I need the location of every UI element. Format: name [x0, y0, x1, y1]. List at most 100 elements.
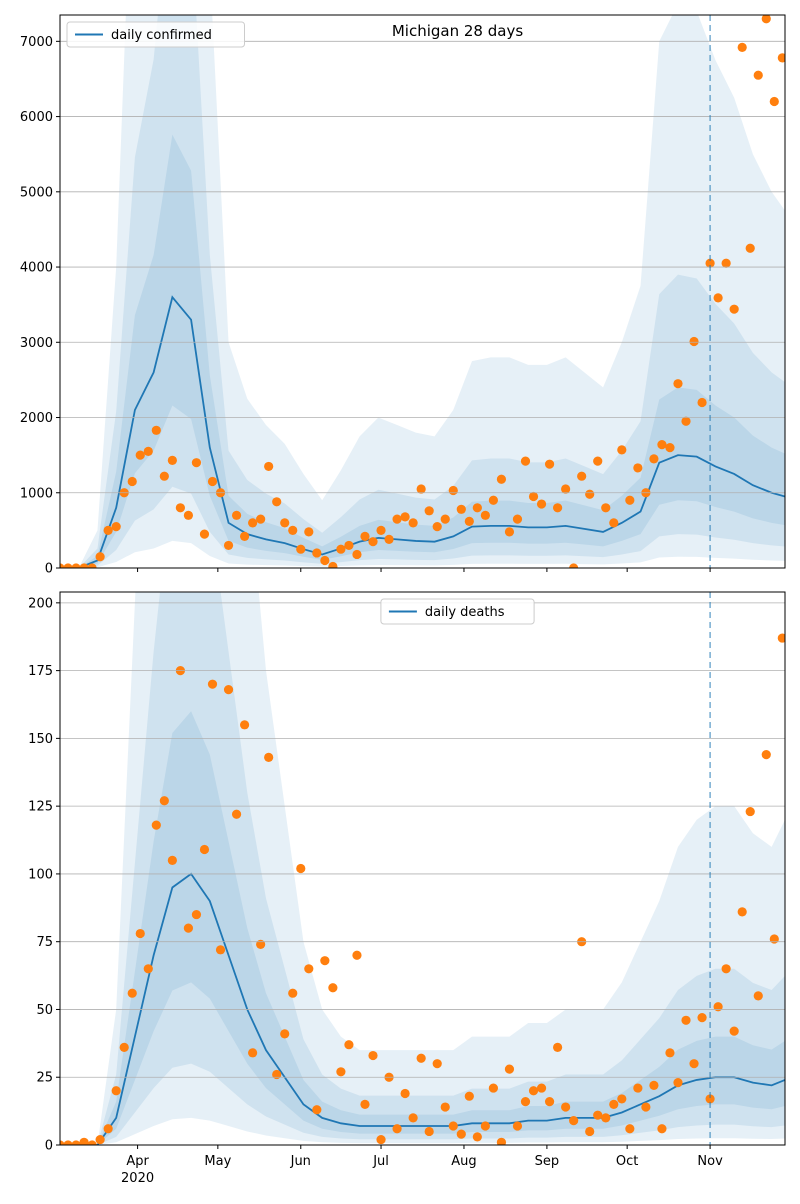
observed-point [544, 459, 555, 469]
observed-point [761, 15, 771, 24]
axes-frame [59, 14, 786, 569]
observed-point [512, 1121, 523, 1131]
observed-point [336, 1067, 346, 1077]
y-tick-label: 2000 [20, 411, 53, 426]
observed-point [159, 796, 169, 806]
band [60, 592, 785, 1145]
observed-point [753, 70, 763, 80]
observed-point [504, 527, 515, 537]
observed-point [745, 243, 755, 253]
observed-point [689, 1059, 699, 1069]
observed-point [737, 42, 747, 52]
observed-point [320, 555, 330, 566]
observed-point [336, 544, 346, 554]
observed-point [312, 1105, 322, 1115]
observed-point [296, 863, 306, 874]
observed-point [111, 1086, 121, 1096]
axes-frame [59, 591, 786, 1146]
observed-point [665, 443, 675, 453]
observed-point [416, 1053, 426, 1063]
legend-label: daily confirmed [111, 28, 212, 43]
observed-point [111, 522, 121, 532]
chart-title: Michigan 28 days [392, 22, 523, 40]
observed-point [432, 1059, 442, 1069]
observed-point [288, 525, 298, 535]
observed-point [392, 1124, 402, 1134]
y-tick-label: 1000 [20, 486, 53, 501]
legend-box [66, 21, 245, 48]
observed-point [713, 293, 723, 303]
observed-point [328, 561, 338, 568]
observed-point [103, 525, 113, 535]
observed-point [673, 379, 683, 389]
observed-point [472, 503, 482, 513]
observed-point [617, 1094, 627, 1104]
observed-point [536, 1083, 547, 1093]
observed-point [360, 1099, 370, 1109]
observed-point [239, 720, 250, 730]
observed-point [697, 397, 707, 408]
observed-point [368, 537, 378, 547]
observed-point [769, 934, 779, 944]
observed-point [143, 446, 153, 456]
y-tick-label: 175 [28, 664, 53, 679]
y-tick-label: 0 [45, 1139, 53, 1154]
observed-point [71, 1140, 81, 1145]
observed-point [673, 1078, 683, 1088]
observed-point [95, 552, 105, 562]
observed-point [633, 463, 643, 473]
observed-point [352, 549, 362, 560]
observed-point [264, 752, 274, 762]
x-tick-label: Apr [126, 1154, 149, 1169]
observed-point [729, 304, 739, 314]
observed-point [520, 456, 531, 466]
observed-point [360, 531, 370, 542]
observed-point [159, 471, 169, 481]
observed-point [561, 484, 571, 494]
y-tick-label: 6000 [20, 110, 53, 125]
observed-point [312, 548, 322, 558]
series-line [60, 872, 785, 1145]
x-tick-label: Sep [535, 1154, 560, 1169]
observed-point [617, 445, 627, 455]
observed-point [344, 540, 354, 551]
y-tick-label: 7000 [20, 35, 53, 50]
observed-point [649, 454, 659, 464]
observed-point [207, 476, 218, 487]
observed-point [207, 679, 218, 689]
observed-point [320, 956, 330, 966]
observed-point [625, 1124, 635, 1134]
observed-point [585, 1126, 595, 1137]
observed-point [593, 456, 603, 466]
band [60, 15, 785, 568]
x-tick-label: May [204, 1154, 231, 1169]
observed-point [528, 491, 539, 502]
observed-point [400, 1088, 410, 1099]
observed-point [95, 1134, 105, 1145]
observed-point [60, 563, 65, 568]
observed-point [569, 1116, 579, 1126]
observed-point [280, 518, 290, 528]
observed-point [705, 258, 715, 268]
observed-point [625, 495, 635, 505]
observed-point [223, 684, 234, 695]
observed-point [440, 514, 450, 524]
observed-point [496, 474, 507, 484]
observed-point [135, 450, 145, 460]
observed-point [60, 1140, 65, 1145]
observed-point [191, 458, 202, 468]
observed-point [681, 416, 691, 426]
observed-point [761, 750, 771, 760]
observed-point [304, 964, 314, 974]
y-tick-label: 5000 [20, 185, 53, 200]
observed-point [183, 923, 194, 933]
observed-point [344, 1040, 354, 1050]
observed-point [183, 510, 194, 520]
observed-point [376, 525, 386, 535]
observed-point [87, 1140, 97, 1145]
observed-point [119, 1042, 129, 1053]
observed-point [440, 1102, 450, 1112]
observed-point [151, 820, 161, 830]
observed-point [601, 1113, 611, 1123]
observed-point [633, 1083, 643, 1093]
